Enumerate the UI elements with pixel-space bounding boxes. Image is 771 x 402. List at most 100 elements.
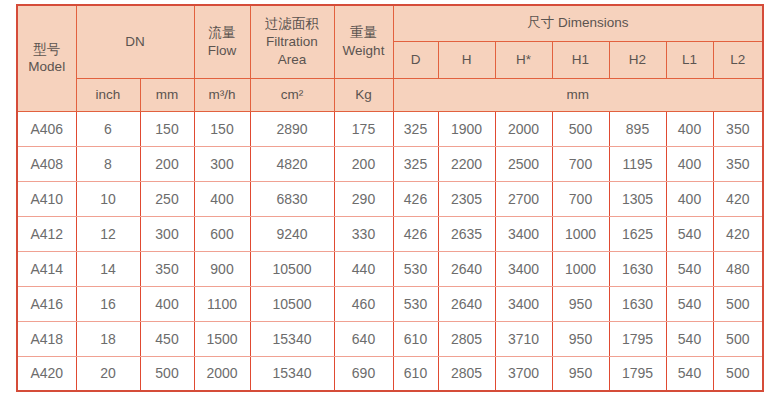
header-unit-weight: Kg xyxy=(334,78,393,111)
header-dim-h2: H2 xyxy=(609,41,666,78)
cell-value: 350 xyxy=(140,251,194,286)
cell-value: 1000 xyxy=(552,216,609,251)
cell-value: 400 xyxy=(194,181,250,216)
table-row: A420 20 500 2000 15340 690 610 2805 3700… xyxy=(17,356,763,391)
cell-value: 350 xyxy=(713,146,763,181)
cell-value: 540 xyxy=(666,286,713,321)
header-model: 型号 Model xyxy=(17,5,76,111)
cell-value: 610 xyxy=(393,356,438,391)
cell-value: 1000 xyxy=(552,251,609,286)
cell-value: 200 xyxy=(140,146,194,181)
cell-value: 420 xyxy=(713,181,763,216)
cell-value: 540 xyxy=(666,216,713,251)
header-filtration-area: 过滤面积 Filtration Area xyxy=(250,5,334,78)
cell-value: 2000 xyxy=(495,111,552,146)
cell-value: 15340 xyxy=(250,356,334,391)
cell-value: 700 xyxy=(552,181,609,216)
cell-value: 400 xyxy=(666,181,713,216)
cell-value: 150 xyxy=(194,111,250,146)
cell-value: 640 xyxy=(334,321,393,356)
cell-value: 250 xyxy=(140,181,194,216)
cell-value: 610 xyxy=(393,321,438,356)
cell-model: A416 xyxy=(17,286,76,321)
header-dim-h: H xyxy=(438,41,495,78)
cell-value: 400 xyxy=(140,286,194,321)
cell-value: 540 xyxy=(666,321,713,356)
table-row: A412 12 300 600 9240 330 426 2635 3400 1… xyxy=(17,216,763,251)
header-dim-l2: L2 xyxy=(713,41,763,78)
header-dim-h1: H1 xyxy=(552,41,609,78)
table-row: A408 8 200 300 4820 200 325 2200 2500 70… xyxy=(17,146,763,181)
cell-value: 690 xyxy=(334,356,393,391)
header-unit-area: cm² xyxy=(250,78,334,111)
cell-model: A418 xyxy=(17,321,76,356)
cell-value: 325 xyxy=(393,146,438,181)
cell-value: 500 xyxy=(713,321,763,356)
table-row: A410 10 250 400 6830 290 426 2305 2700 7… xyxy=(17,181,763,216)
header-dim-l1: L1 xyxy=(666,41,713,78)
cell-value: 1625 xyxy=(609,216,666,251)
cell-value: 500 xyxy=(552,111,609,146)
cell-value: 530 xyxy=(393,286,438,321)
cell-value: 175 xyxy=(334,111,393,146)
cell-value: 6830 xyxy=(250,181,334,216)
header-dn: DN xyxy=(76,5,194,78)
cell-value: 460 xyxy=(334,286,393,321)
cell-value: 900 xyxy=(194,251,250,286)
header-flow: 流量 Flow xyxy=(194,5,250,78)
cell-value: 10500 xyxy=(250,286,334,321)
cell-value: 1795 xyxy=(609,356,666,391)
header-row-groups: 型号 Model DN 流量 Flow 过滤面积 Filtration Area… xyxy=(17,5,763,41)
cell-model: A406 xyxy=(17,111,76,146)
cell-value: 20 xyxy=(76,356,140,391)
cell-value: 2890 xyxy=(250,111,334,146)
cell-value: 1195 xyxy=(609,146,666,181)
table-row: A414 14 350 900 10500 440 530 2640 3400 … xyxy=(17,251,763,286)
cell-value: 1795 xyxy=(609,321,666,356)
cell-value: 420 xyxy=(713,216,763,251)
cell-value: 3400 xyxy=(495,251,552,286)
cell-value: 450 xyxy=(140,321,194,356)
cell-value: 500 xyxy=(713,356,763,391)
cell-value: 1500 xyxy=(194,321,250,356)
cell-value: 2640 xyxy=(438,251,495,286)
cell-value: 6 xyxy=(76,111,140,146)
cell-value: 600 xyxy=(194,216,250,251)
cell-value: 3710 xyxy=(495,321,552,356)
cell-value: 440 xyxy=(334,251,393,286)
cell-value: 500 xyxy=(713,286,763,321)
cell-value: 2305 xyxy=(438,181,495,216)
cell-value: 895 xyxy=(609,111,666,146)
cell-value: 700 xyxy=(552,146,609,181)
cell-model: A414 xyxy=(17,251,76,286)
cell-value: 950 xyxy=(552,321,609,356)
cell-value: 2500 xyxy=(495,146,552,181)
cell-value: 540 xyxy=(666,251,713,286)
cell-value: 150 xyxy=(140,111,194,146)
cell-value: 350 xyxy=(713,111,763,146)
cell-value: 426 xyxy=(393,181,438,216)
cell-value: 1630 xyxy=(609,251,666,286)
cell-value: 2805 xyxy=(438,356,495,391)
cell-value: 1100 xyxy=(194,286,250,321)
cell-value: 290 xyxy=(334,181,393,216)
cell-value: 2640 xyxy=(438,286,495,321)
cell-value: 18 xyxy=(76,321,140,356)
cell-value: 2635 xyxy=(438,216,495,251)
cell-model: A410 xyxy=(17,181,76,216)
header-row-units: inch mm m³/h cm² Kg mm xyxy=(17,78,763,111)
cell-value: 400 xyxy=(666,111,713,146)
cell-value: 12 xyxy=(76,216,140,251)
spec-table: 型号 Model DN 流量 Flow 过滤面积 Filtration Area… xyxy=(16,4,764,392)
cell-value: 540 xyxy=(666,356,713,391)
cell-value: 10 xyxy=(76,181,140,216)
header-unit-mm: mm xyxy=(140,78,194,111)
cell-value: 426 xyxy=(393,216,438,251)
header-unit-flow: m³/h xyxy=(194,78,250,111)
cell-value: 10500 xyxy=(250,251,334,286)
cell-value: 500 xyxy=(140,356,194,391)
cell-value: 1900 xyxy=(438,111,495,146)
cell-model: A408 xyxy=(17,146,76,181)
header-unit-inch: inch xyxy=(76,78,140,111)
cell-value: 2200 xyxy=(438,146,495,181)
